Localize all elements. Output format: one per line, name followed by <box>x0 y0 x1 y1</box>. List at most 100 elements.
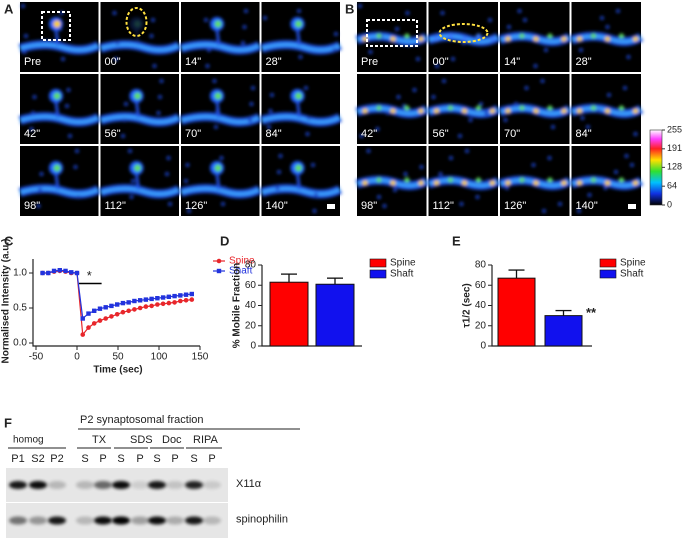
axes <box>32 259 200 347</box>
marker <box>172 300 177 305</box>
marker <box>69 270 74 275</box>
speckle <box>124 102 128 106</box>
speckle <box>73 165 78 169</box>
tile-content <box>179 156 262 213</box>
speckle <box>505 186 509 190</box>
band <box>166 481 184 489</box>
marker <box>63 268 68 274</box>
speckle <box>630 163 634 167</box>
speckle <box>158 95 162 99</box>
sub-label: TX <box>92 434 107 446</box>
spot <box>390 108 396 114</box>
time-label: Pre <box>361 56 378 68</box>
spine-core <box>214 164 222 172</box>
spot <box>376 177 382 183</box>
speckle <box>468 118 473 122</box>
dendrite-core <box>180 187 261 196</box>
marker <box>183 292 189 297</box>
protein-label: spinophilin <box>236 513 288 525</box>
band <box>48 481 66 489</box>
band <box>94 516 112 525</box>
spot <box>519 105 525 111</box>
marker <box>160 295 166 300</box>
speckle <box>166 156 171 160</box>
speckle <box>31 111 35 115</box>
marker <box>126 308 131 314</box>
image-tile <box>100 74 179 144</box>
speckle <box>187 209 191 213</box>
speckle <box>579 48 583 52</box>
marker <box>97 318 103 323</box>
speckle <box>38 188 42 192</box>
tile-content <box>427 149 501 206</box>
marker <box>97 306 103 311</box>
spot <box>561 108 567 114</box>
speckle <box>222 186 227 190</box>
image-tile <box>181 74 260 144</box>
speckle <box>605 25 610 29</box>
time-label: 126" <box>185 200 207 212</box>
tile-content <box>260 154 343 213</box>
legend-label: Spine <box>229 256 255 267</box>
spine-neck <box>135 101 140 118</box>
spot <box>490 180 495 186</box>
band <box>203 481 221 489</box>
speckle <box>221 202 225 206</box>
marker <box>109 314 114 319</box>
spot <box>390 180 396 186</box>
lane-label: S2 <box>31 453 44 465</box>
marker <box>149 296 154 302</box>
spot <box>490 108 495 114</box>
panel-label: B <box>345 1 354 16</box>
marker <box>137 298 143 303</box>
dendrite-core <box>19 187 100 196</box>
marker <box>143 304 149 309</box>
tile-content <box>260 86 343 136</box>
speckle <box>251 86 255 90</box>
speckle <box>607 93 611 97</box>
spot <box>448 105 453 111</box>
marker <box>155 302 160 307</box>
roi-ellipse <box>438 23 489 43</box>
spine-neck <box>54 29 60 46</box>
time-label: 00" <box>105 56 121 68</box>
scale-bar <box>327 204 335 209</box>
y-tick-label: 0.0 <box>13 338 27 349</box>
speckle <box>307 116 311 120</box>
speckle <box>249 102 254 106</box>
speckle <box>596 109 601 113</box>
speckle <box>184 179 188 183</box>
speckle <box>263 16 267 20</box>
time-label: 98" <box>361 200 377 212</box>
sub-label: SDS <box>130 434 153 446</box>
speckle <box>412 88 417 92</box>
lane-label: P1 <box>11 453 24 465</box>
speckle <box>551 125 555 129</box>
legend-swatch <box>369 258 387 268</box>
spot <box>418 108 424 114</box>
spot <box>490 36 495 42</box>
speckle <box>503 118 508 122</box>
spot <box>619 33 624 39</box>
speckle <box>121 134 125 138</box>
bar <box>497 277 536 347</box>
marker <box>126 300 131 305</box>
time-label: 126" <box>504 200 526 212</box>
speckle <box>185 163 190 167</box>
tile-content <box>570 154 644 213</box>
panel-label: A <box>4 1 14 16</box>
speckle <box>600 16 604 20</box>
band <box>148 481 166 489</box>
marker <box>103 316 108 321</box>
speckle <box>393 188 397 192</box>
speckle <box>542 209 546 213</box>
spine-core <box>134 20 141 28</box>
speckle <box>149 34 154 38</box>
spine-neck <box>215 173 221 190</box>
spine-core <box>214 20 222 28</box>
marker <box>166 294 172 299</box>
speckle <box>577 209 581 213</box>
spot <box>547 177 553 183</box>
y-tick-label: 40 <box>245 300 257 311</box>
legend-label: Spine <box>620 258 646 269</box>
